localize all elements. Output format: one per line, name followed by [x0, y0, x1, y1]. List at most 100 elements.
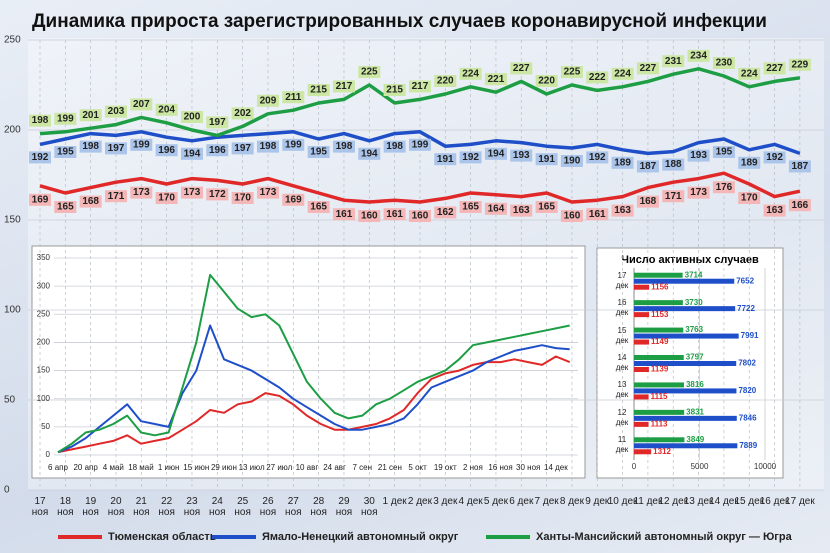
label-bg: [636, 195, 659, 208]
bar: [634, 388, 737, 394]
x-tick-label: 2 ноя: [462, 463, 483, 472]
data-label: 160: [564, 211, 581, 222]
x-tick-label: 12 дек: [658, 496, 689, 507]
label-bg: [738, 192, 761, 204]
data-label: 215: [386, 85, 403, 96]
series-line: [39, 130, 801, 156]
x-tick-label: 21 сен: [377, 463, 402, 472]
label-bg: [662, 55, 685, 68]
x-tick-label: 14 дек: [709, 496, 739, 507]
bar: [634, 278, 735, 284]
label-bg: [282, 91, 305, 104]
label-bg: [484, 147, 507, 160]
label-bg: [712, 57, 735, 69]
data-label: 160: [412, 211, 429, 222]
data-label: 225: [361, 67, 378, 78]
x-tick-label: 8 дек: [559, 496, 584, 507]
x-tick-label: 19 ноя: [82, 496, 99, 518]
label-bg: [788, 58, 811, 71]
label-bg: [79, 109, 102, 122]
label-bg: [104, 190, 127, 203]
x-tick-label: 5 окт: [408, 463, 427, 472]
label-bg: [763, 204, 786, 217]
bar: [634, 333, 739, 339]
bar: [634, 300, 683, 306]
data-label: 192: [32, 152, 49, 163]
label-bg: [79, 195, 102, 208]
data-label: 199: [133, 139, 150, 150]
data-label: 161: [589, 209, 606, 220]
data-label: 173: [260, 187, 277, 198]
label-bg: [358, 66, 381, 78]
data-label: 225: [564, 67, 581, 78]
label-bg: [712, 146, 735, 158]
inset-title: Число активных случаев: [621, 254, 759, 266]
data-label: 161: [336, 209, 353, 220]
x-tick-label: 7 сен: [352, 463, 373, 472]
y-tick-label: 11 дек: [615, 435, 629, 455]
y-tick-label: 150: [37, 366, 51, 375]
label-bg: [738, 156, 761, 169]
data-label: 197: [108, 143, 125, 154]
label-bg: [510, 149, 533, 162]
x-tick-label: 18 ноя: [57, 496, 74, 518]
bar: [634, 272, 683, 278]
data-label: 196: [209, 145, 226, 156]
data-label: 194: [361, 148, 378, 159]
data-label: 3831: [686, 407, 704, 416]
x-tick-label: 28 ноя: [310, 496, 327, 518]
label-bg: [763, 151, 786, 164]
x-tick-label: 7 дек: [534, 496, 559, 507]
data-label: 221: [488, 74, 505, 85]
x-tick-label: 27 июл: [266, 463, 293, 472]
data-label: 194: [488, 148, 505, 159]
y-tick-label: 200: [4, 125, 21, 136]
label-bg: [560, 66, 583, 78]
bar: [634, 355, 684, 360]
data-label: 3714: [685, 270, 703, 279]
y-tick-label: 200: [37, 338, 51, 347]
x-tick-label: 5000: [691, 462, 709, 471]
data-label: 1139: [651, 365, 669, 374]
data-label: 7846: [739, 413, 757, 422]
data-label: 203: [108, 106, 125, 117]
x-tick-label: 6 дек: [509, 496, 534, 507]
x-tick-label: 30 ноя: [516, 463, 541, 472]
x-tick-label: 16 дек: [759, 496, 790, 507]
data-label: 1113: [651, 419, 668, 428]
x-tick-label: 10 дек: [607, 496, 638, 507]
label-bg: [560, 210, 583, 222]
label-bg: [560, 155, 583, 167]
label-bg: [383, 140, 406, 153]
label-bg: [155, 144, 178, 157]
x-tick-label: 1 июн: [157, 463, 180, 472]
y-tick-label: 16 дек: [615, 298, 629, 318]
label-bg: [307, 146, 330, 158]
data-label: 198: [32, 115, 49, 126]
data-label: 222: [589, 72, 606, 83]
label-bg: [104, 105, 127, 118]
data-label: 173: [690, 187, 707, 198]
label-bg: [662, 190, 685, 203]
label-bg: [434, 206, 457, 219]
data-label: 224: [614, 68, 631, 79]
label-bg: [256, 186, 279, 199]
data-label: 215: [310, 85, 327, 96]
label-bg: [206, 188, 229, 201]
data-label: 234: [690, 50, 707, 61]
data-label: 187: [640, 161, 657, 172]
data-label: 3849: [686, 435, 704, 444]
x-tick-label: 4 дек: [458, 496, 483, 507]
label-bg: [206, 116, 229, 129]
x-tick-label: 21 ноя: [133, 496, 150, 518]
label-bg: [408, 210, 431, 222]
label-bg: [104, 142, 127, 155]
label-bg: [662, 158, 685, 171]
x-tick-label: 29 ноя: [335, 496, 353, 518]
data-label: 204: [158, 104, 175, 115]
label-bg: [636, 62, 659, 75]
y-tick-label: 13 дек: [615, 380, 629, 400]
data-label: 170: [741, 193, 758, 204]
label-bg: [180, 186, 203, 199]
